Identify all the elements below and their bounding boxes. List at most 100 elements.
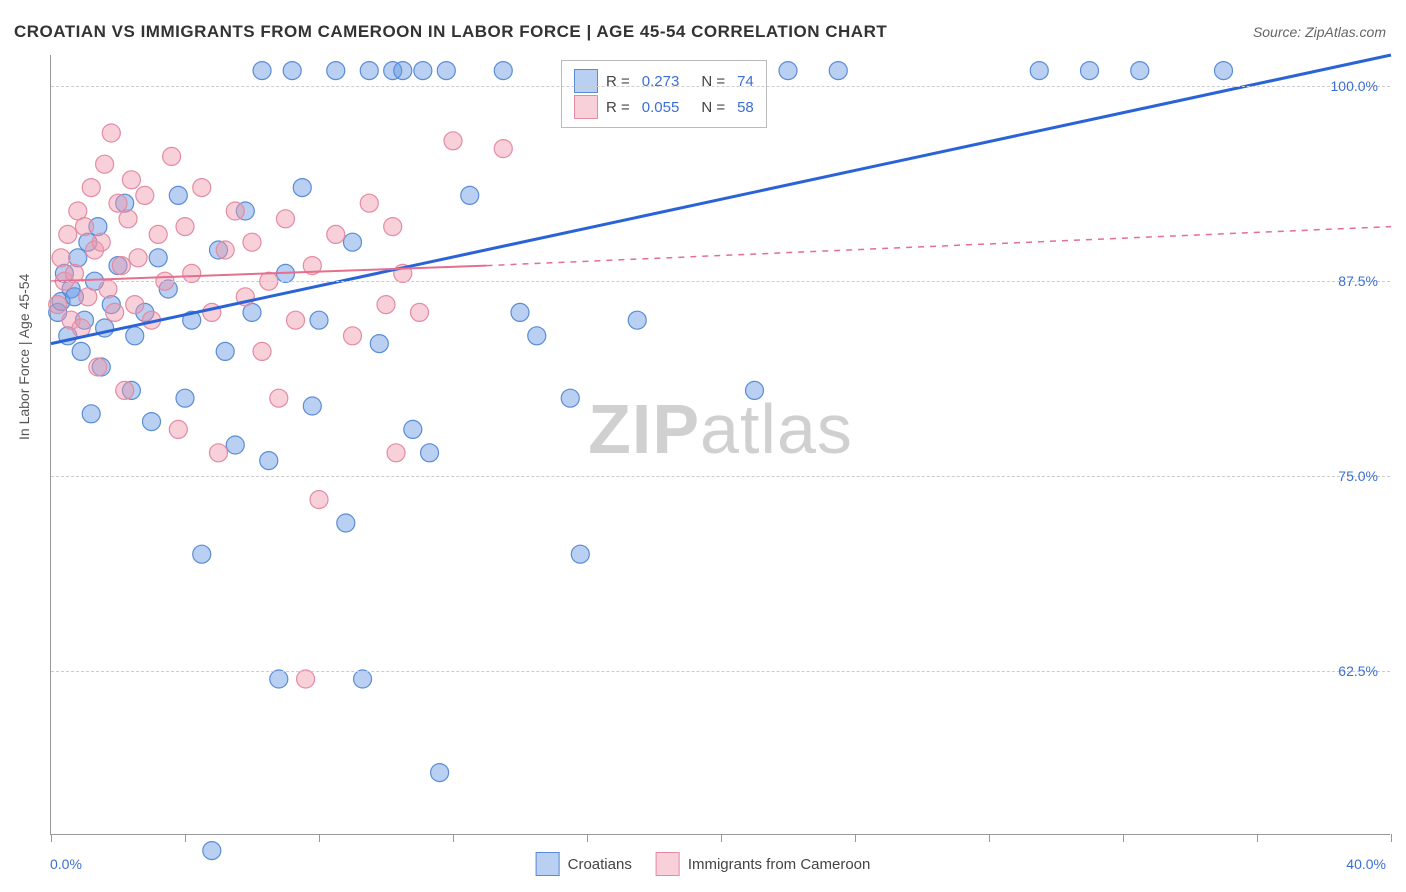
legend-swatch (574, 69, 598, 93)
scatter-point (277, 210, 295, 228)
correlation-legend-row: R = 0.055 N = 58 (574, 95, 754, 119)
scatter-point (779, 62, 797, 80)
scatter-point (344, 327, 362, 345)
scatter-point (102, 124, 120, 142)
x-tick (721, 834, 722, 842)
scatter-point (270, 670, 288, 688)
scatter-point (370, 335, 388, 353)
r-value: 0.055 (642, 99, 680, 116)
legend-swatch (574, 95, 598, 119)
chart-svg (51, 55, 1390, 834)
scatter-point (387, 444, 405, 462)
x-tick (989, 834, 990, 842)
legend-swatch (656, 852, 680, 876)
scatter-point (431, 764, 449, 782)
y-tick-label: 87.5% (1338, 273, 1378, 289)
scatter-point (283, 62, 301, 80)
scatter-point (297, 670, 315, 688)
scatter-point (122, 171, 140, 189)
scatter-point (511, 303, 529, 321)
series-legend-item: Immigrants from Cameroon (656, 852, 871, 876)
x-tick (319, 834, 320, 842)
x-tick (185, 834, 186, 842)
scatter-point (82, 405, 100, 423)
scatter-point (216, 241, 234, 259)
scatter-point (210, 444, 228, 462)
n-value: 58 (737, 99, 754, 116)
scatter-point (494, 140, 512, 158)
scatter-point (136, 186, 154, 204)
scatter-point (494, 62, 512, 80)
gridline-h (51, 86, 1390, 87)
x-tick (1257, 834, 1258, 842)
scatter-point (243, 233, 261, 251)
scatter-point (49, 296, 67, 314)
correlation-legend: R =0.273N =74R =0.055N =58 (561, 60, 767, 128)
scatter-point (89, 358, 107, 376)
scatter-point (287, 311, 305, 329)
scatter-point (203, 842, 221, 860)
x-tick (855, 834, 856, 842)
scatter-point (327, 225, 345, 243)
scatter-point (360, 62, 378, 80)
chart-plot-area: ZIPatlas R =0.273N =74R =0.055N =58 62.5… (50, 55, 1390, 835)
source-attribution: Source: ZipAtlas.com (1253, 24, 1386, 40)
scatter-point (293, 179, 311, 197)
y-tick-label: 75.0% (1338, 468, 1378, 484)
scatter-point (260, 452, 278, 470)
gridline-h (51, 281, 1390, 282)
legend-swatch (536, 852, 560, 876)
x-tick (1391, 834, 1392, 842)
scatter-point (99, 280, 117, 298)
chart-title: CROATIAN VS IMMIGRANTS FROM CAMEROON IN … (14, 22, 887, 42)
scatter-point (561, 389, 579, 407)
scatter-point (216, 342, 234, 360)
n-label: N = (701, 99, 725, 116)
y-tick-label: 100.0% (1331, 78, 1378, 94)
scatter-point (69, 249, 87, 267)
scatter-point (628, 311, 646, 329)
gridline-h (51, 476, 1390, 477)
x-axis-max-label: 40.0% (1346, 856, 1386, 872)
r-label: R = (606, 99, 630, 116)
y-tick-label: 62.5% (1338, 663, 1378, 679)
y-axis-label: In Labor Force | Age 45-54 (16, 274, 32, 440)
scatter-point (444, 132, 462, 150)
series-legend-item: Croatians (536, 852, 632, 876)
scatter-point (344, 233, 362, 251)
gridline-h (51, 671, 1390, 672)
x-tick (1123, 834, 1124, 842)
scatter-point (461, 186, 479, 204)
scatter-point (421, 444, 439, 462)
scatter-point (384, 218, 402, 236)
scatter-point (106, 303, 124, 321)
scatter-point (96, 155, 114, 173)
regression-line-cameroon-dashed (487, 227, 1392, 266)
scatter-point (119, 210, 137, 228)
scatter-point (112, 257, 130, 275)
scatter-point (126, 327, 144, 345)
scatter-point (76, 218, 94, 236)
x-tick (453, 834, 454, 842)
scatter-point (270, 389, 288, 407)
scatter-point (183, 264, 201, 282)
scatter-point (143, 413, 161, 431)
scatter-point (327, 62, 345, 80)
scatter-point (163, 147, 181, 165)
scatter-point (52, 249, 70, 267)
scatter-point (176, 218, 194, 236)
scatter-point (109, 194, 127, 212)
scatter-point (226, 436, 244, 454)
scatter-point (571, 545, 589, 563)
scatter-point (1081, 62, 1099, 80)
scatter-point (169, 420, 187, 438)
scatter-point (116, 381, 134, 399)
scatter-point (337, 514, 355, 532)
scatter-point (82, 179, 100, 197)
x-axis-min-label: 0.0% (50, 856, 82, 872)
scatter-point (303, 397, 321, 415)
scatter-point (79, 288, 97, 306)
scatter-point (59, 225, 77, 243)
scatter-point (414, 62, 432, 80)
scatter-point (1030, 62, 1048, 80)
